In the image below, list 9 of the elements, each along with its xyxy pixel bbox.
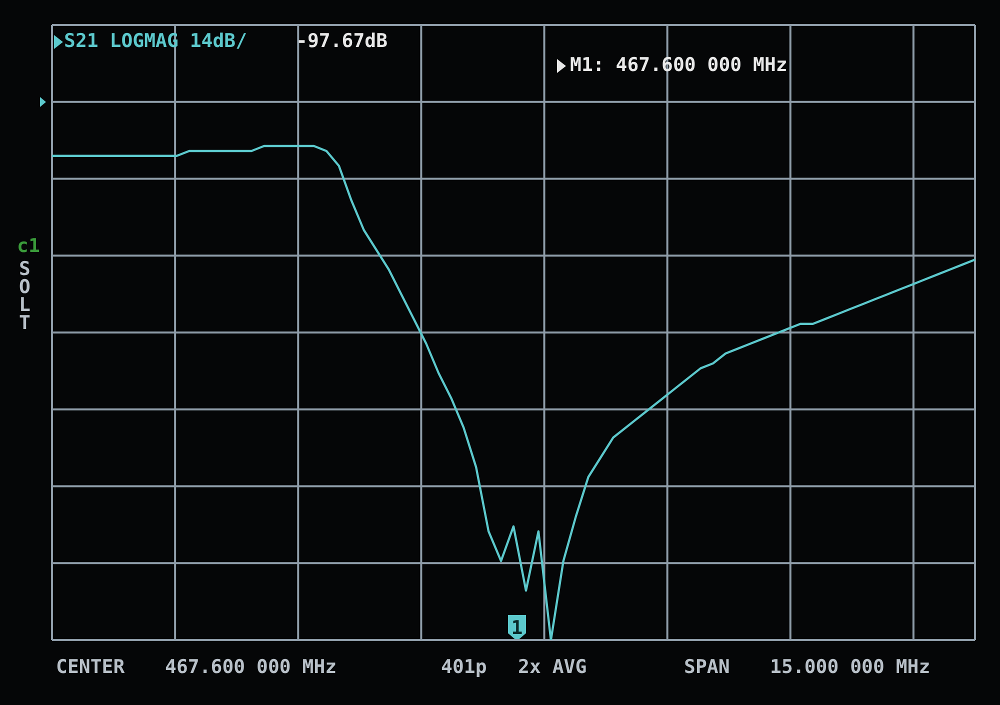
text: 467.600 000 MHz <box>165 656 337 678</box>
annotation: 1 <box>511 616 523 639</box>
text: c1 <box>17 234 40 257</box>
text: SOLT <box>19 258 30 334</box>
text: 2x AVG <box>518 656 587 678</box>
text: 15.000 000 MHz <box>770 656 930 678</box>
text: SPAN <box>684 656 730 678</box>
text: 401p <box>441 656 487 678</box>
text: CENTER <box>56 656 126 678</box>
